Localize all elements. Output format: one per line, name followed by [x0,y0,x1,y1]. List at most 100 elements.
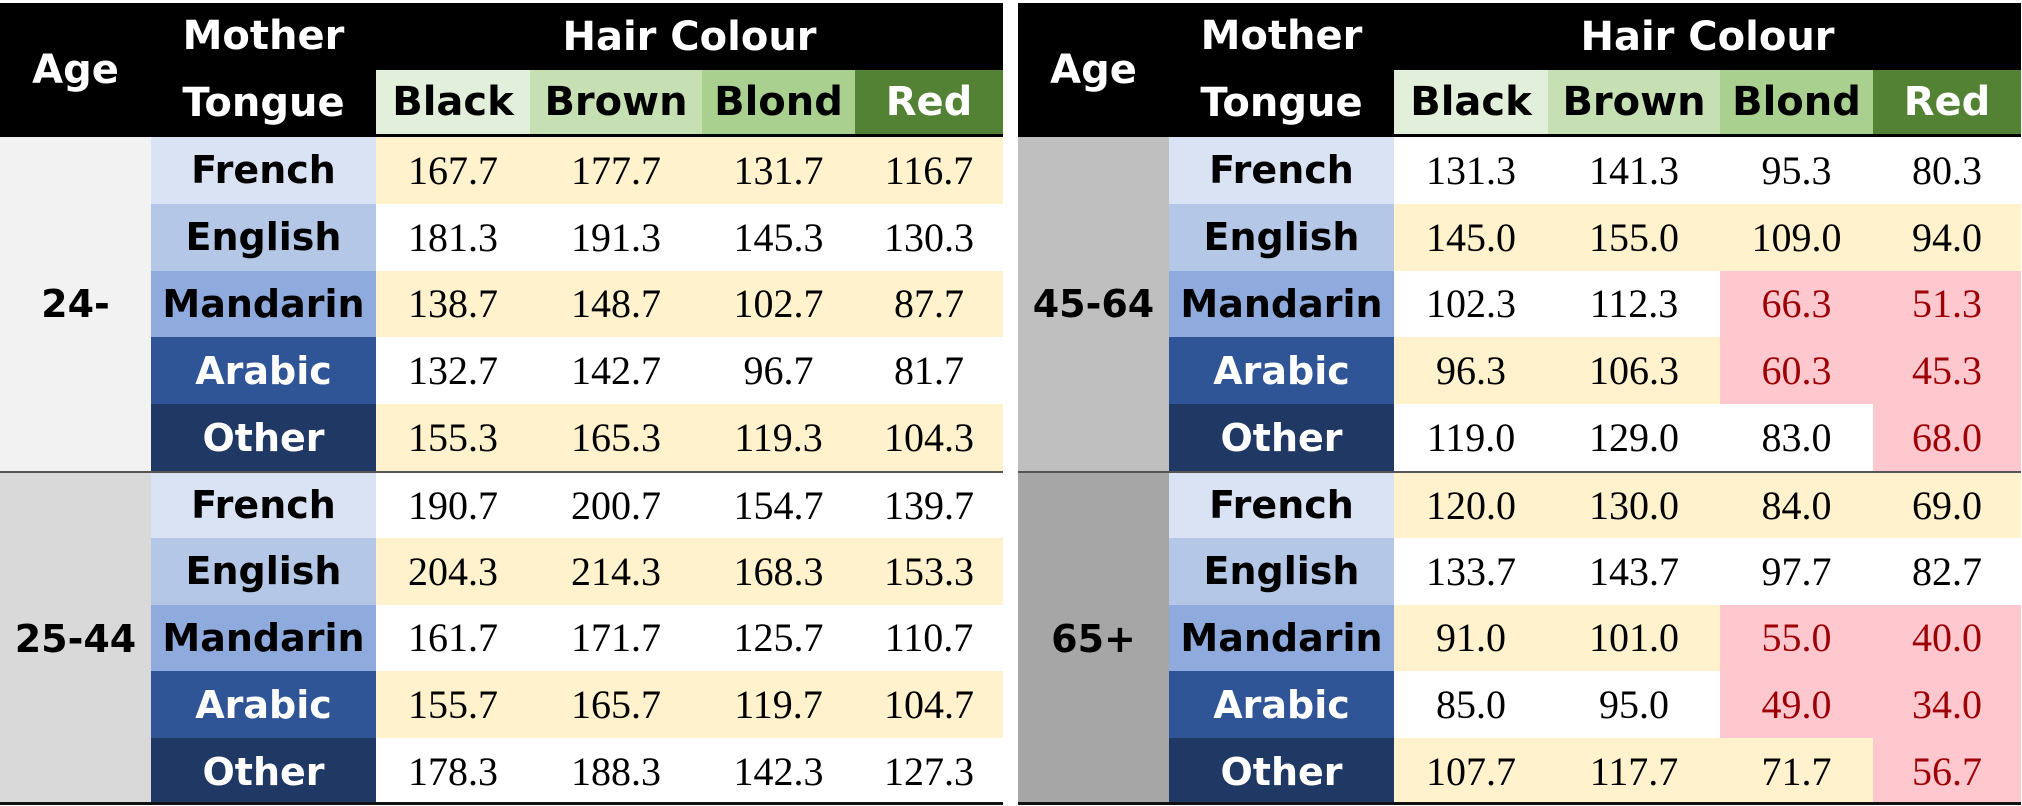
value-cell: 130.0 [1548,470,1720,538]
value-cell: 102.7 [702,270,855,338]
mother-tongue-label: Arabic [1169,671,1394,739]
age-group-label: 25-44 [0,470,151,802]
mother-tongue-header: Mother Tongue [151,3,376,137]
value-cell: 214.3 [530,537,702,605]
col-header-brown: Brown [1548,70,1720,137]
value-cell: 85.0 [1394,671,1548,739]
mother-tongue-header-line1: Mother [182,13,345,59]
mother-tongue-label: Other [151,738,376,802]
value-cell: 117.7 [1548,738,1720,802]
value-cell: 106.3 [1548,337,1720,405]
value-cell: 141.3 [1548,137,1720,204]
value-cell: 69.0 [1873,470,2021,538]
age-group-label: 45-64 [1018,137,1169,471]
value-cell: 82.7 [1873,537,2021,605]
mother-tongue-label: Arabic [151,337,376,405]
value-cell: 95.0 [1548,671,1720,739]
value-cell: 131.3 [1394,137,1548,204]
mother-tongue-label: French [151,137,376,204]
value-cell: 130.3 [855,203,1003,271]
value-cell: 129.0 [1548,404,1720,471]
value-cell: 188.3 [530,738,702,802]
hair-colour-header: Hair Colour [376,3,1003,70]
value-cell: 107.7 [1394,738,1548,802]
mother-tongue-label: Other [151,404,376,471]
value-cell: 125.7 [702,604,855,672]
value-cell: 145.0 [1394,203,1548,271]
value-cell: 165.3 [530,404,702,471]
value-cell: 104.7 [855,671,1003,739]
col-header-red: Red [1873,70,2021,137]
value-cell: 165.7 [530,671,702,739]
value-cell: 110.7 [855,604,1003,672]
col-header-brown: Brown [530,70,702,137]
value-cell: 102.3 [1394,270,1548,338]
value-cell-low: 45.3 [1873,337,2021,405]
value-cell: 171.7 [530,604,702,672]
mother-tongue-header-line1: Mother [1200,13,1363,59]
value-cell-low: 55.0 [1720,604,1873,672]
value-cell: 119.3 [702,404,855,471]
value-cell: 139.7 [855,470,1003,538]
value-cell: 145.3 [702,203,855,271]
mother-tongue-label: Mandarin [151,270,376,338]
value-cell-low: 68.0 [1873,404,2021,471]
mother-tongue-header: Mother Tongue [1169,3,1394,137]
value-cell: 177.7 [530,137,702,204]
value-cell-low: 56.7 [1873,738,2021,802]
mother-tongue-label: Other [1169,738,1394,802]
value-cell: 168.3 [702,537,855,605]
value-cell: 133.7 [1394,537,1548,605]
mother-tongue-label: Mandarin [1169,604,1394,672]
value-cell: 204.3 [376,537,530,605]
value-cell: 143.7 [1548,537,1720,605]
mother-tongue-label: Mandarin [1169,270,1394,338]
value-cell: 154.7 [702,470,855,538]
value-cell-low: 66.3 [1720,270,1873,338]
value-cell: 91.0 [1394,604,1548,672]
value-cell: 191.3 [530,203,702,271]
value-cell-low: 34.0 [1873,671,2021,739]
data-table-left: Age Mother Tongue Hair Colour Black Brow… [0,3,1003,805]
value-cell: 167.7 [376,137,530,204]
mother-tongue-header-line2: Tongue [182,80,345,126]
value-cell: 97.7 [1720,537,1873,605]
col-header-black: Black [376,70,530,137]
value-cell: 81.7 [855,337,1003,405]
col-header-blond: Blond [702,70,855,137]
value-cell: 119.7 [702,671,855,739]
value-cell: 153.3 [855,537,1003,605]
col-header-black: Black [1394,70,1548,137]
value-cell: 87.7 [855,270,1003,338]
value-cell: 83.0 [1720,404,1873,471]
value-cell: 104.3 [855,404,1003,471]
value-cell: 190.7 [376,470,530,538]
data-table-right: Age Mother Tongue Hair Colour Black Brow… [1018,3,2021,805]
value-cell: 132.7 [376,337,530,405]
value-cell: 181.3 [376,203,530,271]
col-header-red: Red [855,70,1003,137]
value-cell: 178.3 [376,738,530,802]
value-cell: 148.7 [530,270,702,338]
value-cell: 131.7 [702,137,855,204]
mother-tongue-label: Other [1169,404,1394,471]
hair-colour-header: Hair Colour [1394,3,2021,70]
value-cell: 71.7 [1720,738,1873,802]
value-cell: 142.7 [530,337,702,405]
value-cell: 101.0 [1548,604,1720,672]
value-cell: 80.3 [1873,137,2021,204]
value-cell-low: 51.3 [1873,270,2021,338]
value-cell: 155.7 [376,671,530,739]
mother-tongue-label: English [151,203,376,271]
value-cell: 84.0 [1720,470,1873,538]
value-cell: 138.7 [376,270,530,338]
mother-tongue-label: Arabic [151,671,376,739]
value-cell: 94.0 [1873,203,2021,271]
mother-tongue-label: English [1169,203,1394,271]
mother-tongue-label: English [151,537,376,605]
mother-tongue-label: Mandarin [151,604,376,672]
value-cell: 116.7 [855,137,1003,204]
value-cell: 200.7 [530,470,702,538]
value-cell: 120.0 [1394,470,1548,538]
mother-tongue-header-line2: Tongue [1200,80,1363,126]
